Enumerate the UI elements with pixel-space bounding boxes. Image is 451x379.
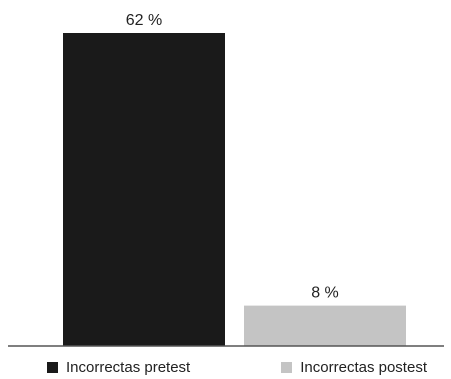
bars-group [63,33,406,346]
legend-swatch-postest [281,361,293,373]
bar-postest [244,305,406,346]
legend-swatch-pretest [47,361,58,373]
legend-label-postest: Incorrectas postest [300,358,427,376]
legend-item-pretest: Incorrectas pretest [47,356,190,378]
data-label-postest: 8 % [311,285,339,302]
legend-item-postest: Incorrectas postest [281,356,427,378]
legend-label-pretest: Incorrectas pretest [66,358,191,376]
data-labels-group: 62 % 8 % [126,12,339,302]
bar-pretest [63,33,225,346]
legend: Incorrectas pretest Incorrectas postest [0,356,451,378]
data-label-pretest: 62 % [126,12,162,29]
